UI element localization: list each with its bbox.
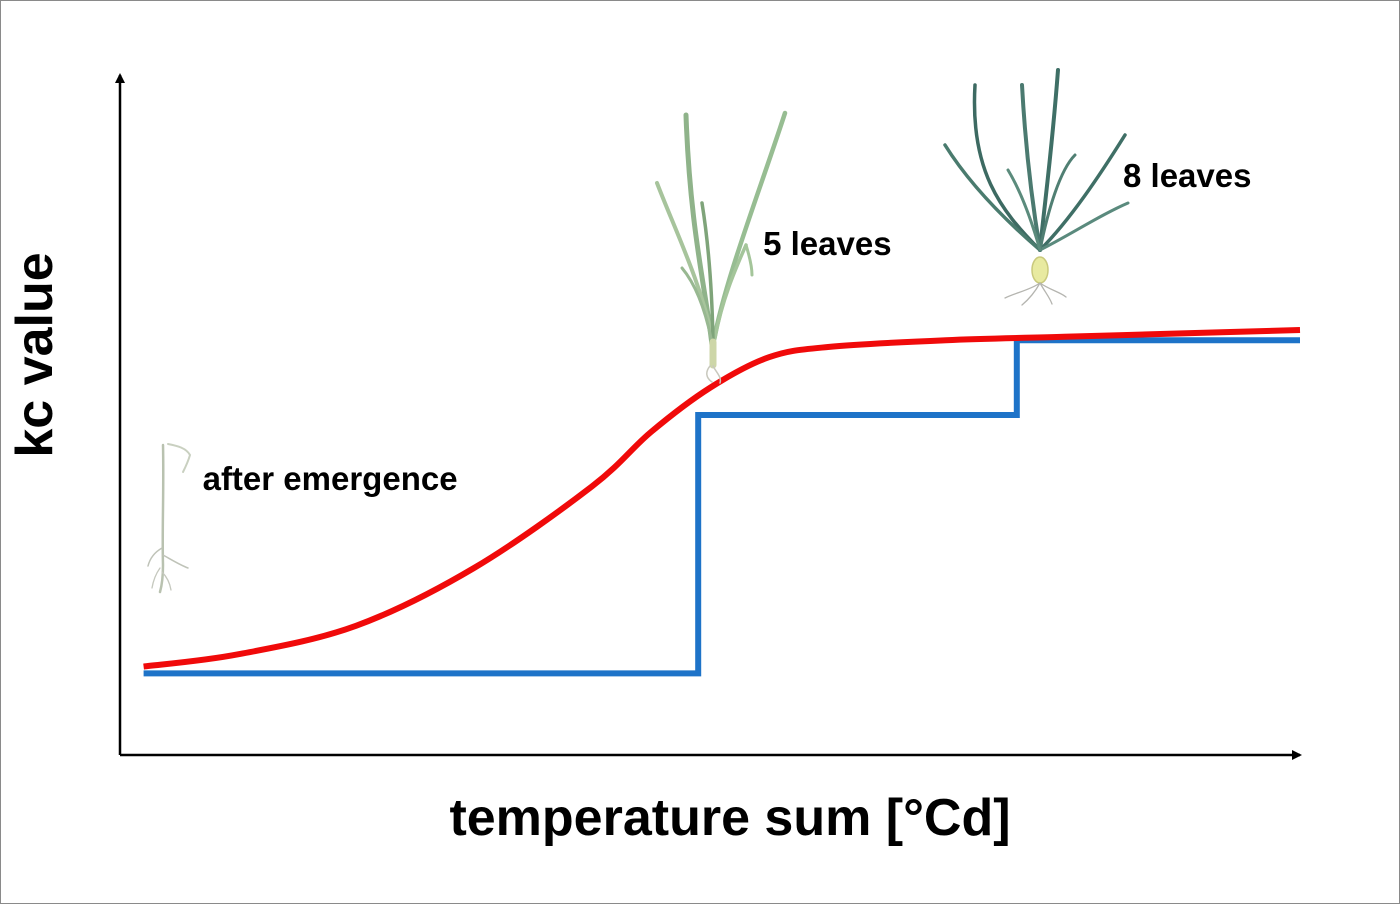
annotation-five-leaves: 5 leaves xyxy=(763,225,891,262)
x-axis-label: temperature sum [°Cd] xyxy=(449,789,1010,847)
series-step-line xyxy=(143,337,1300,677)
five-leaf-plant-icon xyxy=(655,110,788,384)
seedling-icon xyxy=(147,443,192,594)
axes xyxy=(115,73,1302,760)
annotation-eight-leaves: 8 leaves xyxy=(1123,157,1251,194)
eight-leaf-plant-icon xyxy=(943,68,1130,306)
annotations: after emergence 5 leaves 8 leaves xyxy=(203,157,1252,497)
series-layer xyxy=(143,327,1301,677)
y-axis-label: kc value xyxy=(6,252,64,457)
series-curve-line xyxy=(143,327,1301,670)
annotation-after-emergence: after emergence xyxy=(203,460,458,497)
